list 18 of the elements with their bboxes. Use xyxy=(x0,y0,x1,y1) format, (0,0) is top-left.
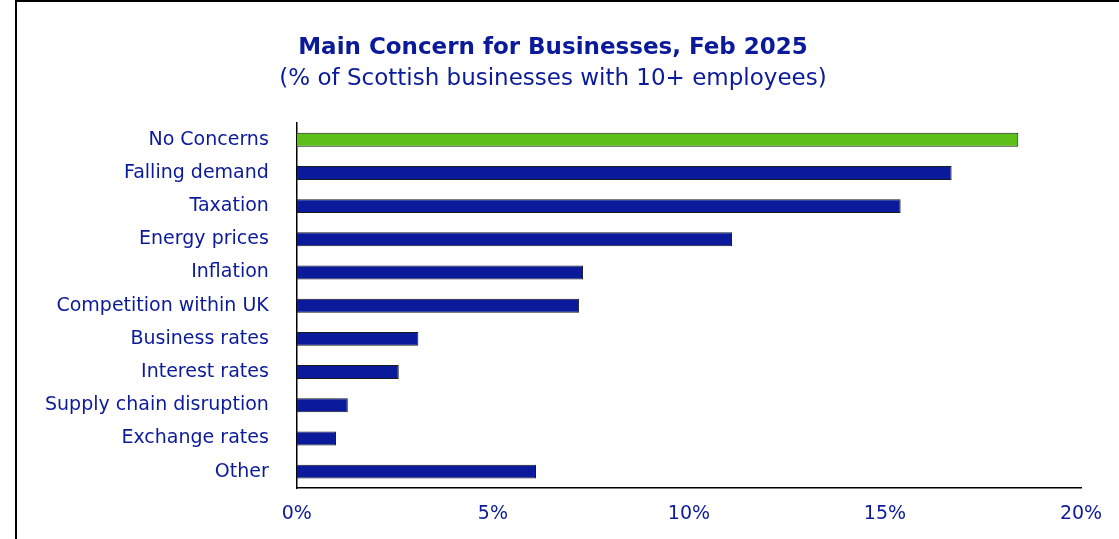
y-tick-label: No Concerns xyxy=(148,126,269,149)
y-tick-label: Business rates xyxy=(130,325,269,348)
chart-title: Main Concern for Businesses, Feb 2025 xyxy=(298,32,808,59)
y-tick-label: Other xyxy=(214,458,270,481)
x-tick-label: 20% xyxy=(1059,500,1103,523)
x-tick-label: 10% xyxy=(667,500,711,523)
y-tick-label: Falling demand xyxy=(124,159,269,182)
y-tick-label: Supply chain disruption xyxy=(45,392,269,415)
y-tick-label: Taxation xyxy=(188,193,269,216)
y-tick-label: Energy prices xyxy=(139,226,269,249)
x-tick-label: 0% xyxy=(281,500,312,523)
x-tick-label: 15% xyxy=(863,500,907,523)
y-tick-label: Interest rates xyxy=(141,359,269,381)
x-tick-label: 5% xyxy=(477,500,508,523)
y-tick-label: Exchange rates xyxy=(121,425,269,448)
y-tick-label: Inflation xyxy=(191,259,269,282)
chart-subtitle: (% of Scottish businesses with 10+ employees) xyxy=(279,64,827,91)
y-tick-label: Competition within UK xyxy=(56,292,270,315)
